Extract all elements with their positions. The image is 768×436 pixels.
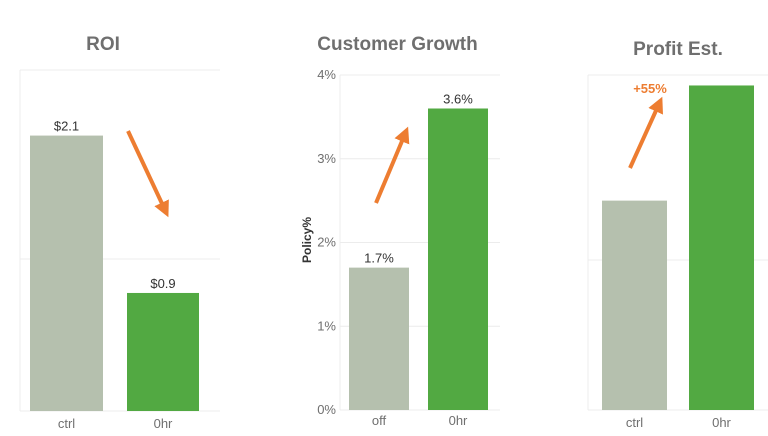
customer-growth-y-tick-label: 0%	[317, 402, 336, 417]
profit-est-bar-ctrl	[602, 200, 667, 410]
customer-growth-y-tick-label: 2%	[317, 235, 336, 250]
roi-category-label: ctrl	[58, 416, 75, 431]
roi-category-label: 0hr	[154, 416, 173, 431]
profit-est-annotation-label: +55%	[633, 81, 667, 96]
profit-est-category-label: 0hr	[712, 415, 731, 430]
customer-growth-y-tick-label: 4%	[317, 67, 336, 82]
roi-bar-ctrl	[30, 135, 103, 412]
chart-title-roi: ROI	[86, 34, 120, 55]
roi-trend-arrow-down	[126, 130, 169, 218]
roi-data-label: $0.9	[150, 276, 175, 291]
profit-est-category-label: ctrl	[626, 415, 643, 430]
customer-growth-data-label: 1.7%	[364, 251, 394, 266]
customer-growth-category-label: 0hr	[449, 413, 468, 428]
roi-bar-0hr	[127, 292, 199, 411]
customer-growth-bar-off	[349, 267, 409, 410]
customer-growth-y-tick-label: 1%	[317, 318, 336, 333]
profit-est-bar-0hr	[689, 85, 754, 410]
chart-title-customer-growth: Customer Growth	[317, 34, 478, 55]
profit-est-trend-arrow-up	[628, 96, 663, 169]
customer-growth-trend-arrow-up	[374, 126, 410, 204]
customer-growth-category-label: off	[372, 413, 387, 428]
customer-growth-bar-0hr	[428, 108, 488, 410]
customer-growth-y-tick-label: 3%	[317, 151, 336, 166]
customer-growth-data-label: 3.6%	[443, 92, 473, 107]
roi-data-label: $2.1	[54, 119, 79, 134]
customer-growth-y-axis-title: Policy%	[300, 217, 314, 263]
chart-title-profit-est: Profit Est.	[633, 39, 723, 60]
